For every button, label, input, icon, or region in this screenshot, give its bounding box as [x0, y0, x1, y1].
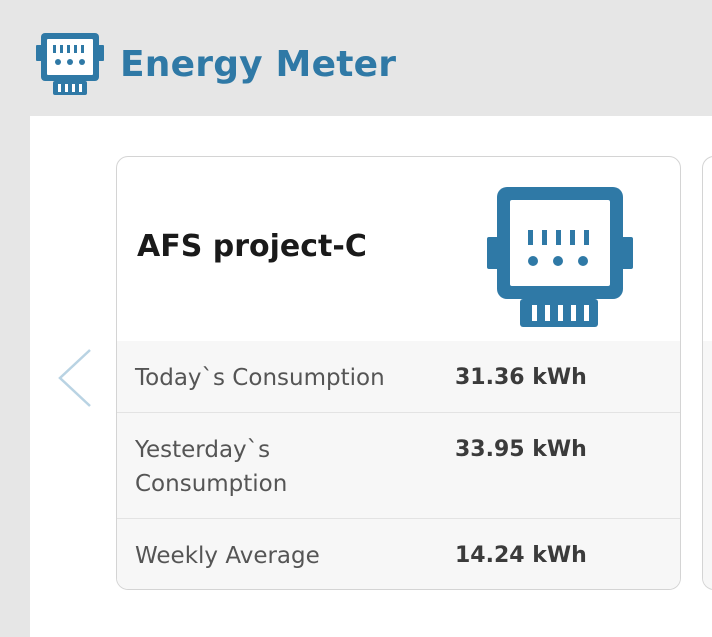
meter-card[interactable]: AFS project-C: [116, 156, 681, 590]
page-title: Energy Meter: [120, 44, 397, 85]
consumption-row-weekly-average: Weekly Average 14.24 kWh: [117, 518, 680, 589]
consumption-row-yesterday: Yesterday`s Consumption 33.95 kWh: [117, 412, 680, 518]
row-label: Weekly Average: [135, 543, 320, 569]
row-value: 31.36 kWh: [455, 365, 587, 390]
chevron-left-icon: [58, 349, 91, 407]
energy-meter-icon: [36, 33, 104, 95]
meter-name: AFS project-C: [137, 229, 367, 264]
row-value: 33.95 kWh: [455, 437, 587, 462]
meter-carousel: AFS project-C: [30, 116, 712, 637]
consumption-row-today: Today`s Consumption 31.36 kWh: [117, 341, 680, 412]
row-label: Today`s Consumption: [135, 365, 385, 391]
consumption-list: Today`s Consumption 31.36 kWh Yesterday`…: [117, 341, 680, 589]
meter-card-header: AFS project-C: [117, 157, 680, 341]
carousel-prev-button[interactable]: [56, 346, 96, 410]
page-header: Energy Meter: [0, 0, 712, 116]
next-card-rows: [703, 341, 712, 589]
energy-meter-icon: [487, 187, 633, 327]
next-meter-card[interactable]: [702, 156, 712, 590]
row-label: Yesterday`s Consumption: [135, 437, 288, 497]
row-value: 14.24 kWh: [455, 543, 587, 568]
